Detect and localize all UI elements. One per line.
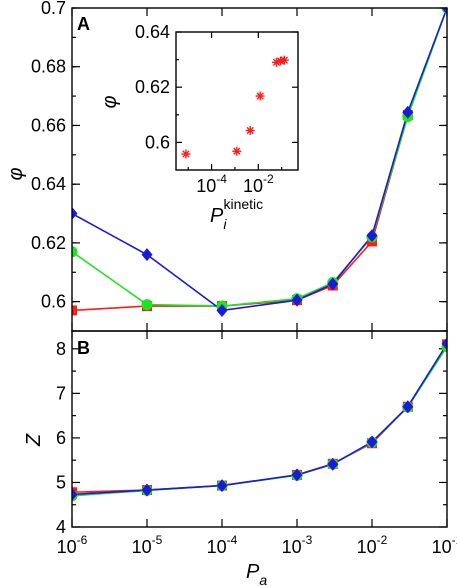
panel-a-letter: A (77, 14, 90, 34)
panel-b-series-line-red (72, 343, 447, 494)
panel-a-point-green (141, 299, 153, 311)
panel-a-y-tick-label: 0.64 (31, 174, 66, 194)
inset-point-stroke (182, 150, 190, 158)
panel-b-x-axis-title-main: P (246, 561, 260, 583)
inset-x-tick-base: 10 (243, 176, 263, 196)
panel-a-point-blue (216, 303, 228, 317)
panel-b-point-blue (441, 337, 447, 351)
panel-b-y-tick-label: 7 (56, 383, 66, 403)
panel-b-x-tick-exponent: -2 (377, 533, 388, 547)
inset-x-tick-label: 10-4 (196, 172, 227, 196)
inset-x-axis-title-main: P (210, 205, 224, 227)
panel-b-x-tick-label: 10-3 (282, 533, 313, 557)
panel-a: 0.6 0.62 0.64 0.66 0.68 0.7 A φ (5, 0, 448, 332)
inset-x-tick-base: 10 (196, 176, 216, 196)
panel-b-point-blue (366, 435, 378, 449)
inset-y-axis-title: φ (99, 95, 121, 108)
panel-a-y-tick-label: 0.68 (31, 57, 66, 77)
panel-a-point-blue (441, 8, 447, 15)
panel-a-point-green (72, 246, 78, 258)
panel-a-point-blue (72, 207, 78, 221)
inset-y-tick-label: 0.64 (135, 22, 170, 42)
inset-x-axis-title-sup: kinetic (223, 196, 263, 212)
panel-b-x-axis-title-sub: a (259, 572, 267, 586)
inset-x-axis-title: Pi kinetic (210, 196, 263, 232)
panel-a-y-tick-label: 0.62 (31, 233, 66, 253)
panel-b-frame (71, 330, 448, 528)
panel-b-x-tick-base: 10 (432, 537, 452, 557)
inset-points (181, 55, 289, 159)
panel-b-x-tick-exponent: -3 (302, 533, 313, 547)
panel-b-x-tick-base: 10 (207, 537, 227, 557)
panel-b-y-tick-label: 8 (56, 339, 66, 359)
panel-b-x-tick-exponent: -5 (152, 533, 163, 547)
panel-b-x-tick-label: 10-4 (207, 533, 238, 557)
inset-point (232, 146, 242, 156)
panel-a-point-blue (402, 105, 414, 119)
inset-x-tick-label: 10-2 (243, 172, 274, 196)
inset-point-stroke (272, 58, 281, 67)
panel-b-x-tick-exponent: -1 (452, 533, 457, 547)
panel-a-series-line-blue (72, 8, 447, 312)
panel-b-x-tick-exponent: -6 (77, 533, 88, 547)
panel-b-y-tick-label: 5 (56, 472, 66, 492)
panel-b-point-blue (216, 479, 228, 493)
panel-b-x-tick-label: 10-6 (57, 533, 88, 557)
panel-a-y-axis-title: φ (5, 167, 27, 180)
panel-b-x-tick-label: 10-5 (132, 533, 163, 557)
panel-a-point-blue (366, 229, 378, 243)
panel-b-point-blue (402, 400, 414, 414)
inset-point (279, 55, 289, 65)
inset-point (245, 126, 255, 136)
panel-b-x-tick-base: 10 (282, 537, 302, 557)
panel-b-series (72, 337, 447, 502)
inset-x-tick-exponent: -2 (263, 172, 274, 186)
inset-y-tick-label: 0.62 (135, 77, 170, 97)
panel-a-y-tick-label: 0.66 (31, 115, 66, 135)
panel-b-x-tick-base: 10 (357, 537, 377, 557)
inset-point-stroke (233, 147, 241, 155)
panel-a-y-tick-label: 0.7 (41, 0, 66, 18)
panel-a-plot-area (72, 8, 447, 317)
panel-b-x-tick-label: 10-1 (432, 533, 457, 557)
inset-frame (175, 31, 299, 171)
inset-point-stroke (256, 92, 264, 100)
panel-b-x-axis-title: Pa (246, 561, 267, 586)
panel-b-series-line-green (72, 346, 447, 497)
panel-a-point-blue (141, 248, 153, 262)
inset-point-stroke (246, 126, 254, 135)
panel-b-point-blue (72, 487, 78, 501)
panel-b-series-line-blue (72, 343, 447, 496)
panel-b-y-tick-label: 6 (56, 428, 66, 448)
panel-b-point-blue (141, 483, 153, 497)
panel-b-x-tick-label: 10-2 (357, 533, 388, 557)
panel-a-y-tick-label: 0.6 (41, 292, 66, 312)
panel-a-series (72, 8, 447, 317)
inset-x-tick-exponent: -4 (216, 172, 227, 186)
panel-b-x-tick-base: 10 (132, 537, 152, 557)
panel-a-point-blue (327, 277, 339, 291)
panel-b-y-axis-title: Z (23, 433, 45, 447)
panel-b-letter: B (77, 338, 90, 358)
panel-b-plot-area (72, 337, 447, 502)
panel-b-x-tick-base: 10 (57, 537, 77, 557)
panel-a-series-line-green (72, 8, 447, 307)
panel-b-x-tick-exponent: -4 (227, 533, 238, 547)
panel-a-point-red (72, 305, 77, 316)
inset-point-stroke (280, 56, 289, 64)
panel-b-point-blue (291, 468, 303, 482)
inset-point (255, 91, 265, 101)
panel-a-point-blue (291, 293, 303, 307)
inset-x-axis-title-sub: i (223, 216, 227, 232)
panel-b-y-tick-label: 4 (56, 517, 66, 537)
inset-y-tick-label: 0.6 (145, 132, 170, 152)
inset-point (181, 149, 191, 159)
panel-b-point-blue (327, 457, 339, 471)
